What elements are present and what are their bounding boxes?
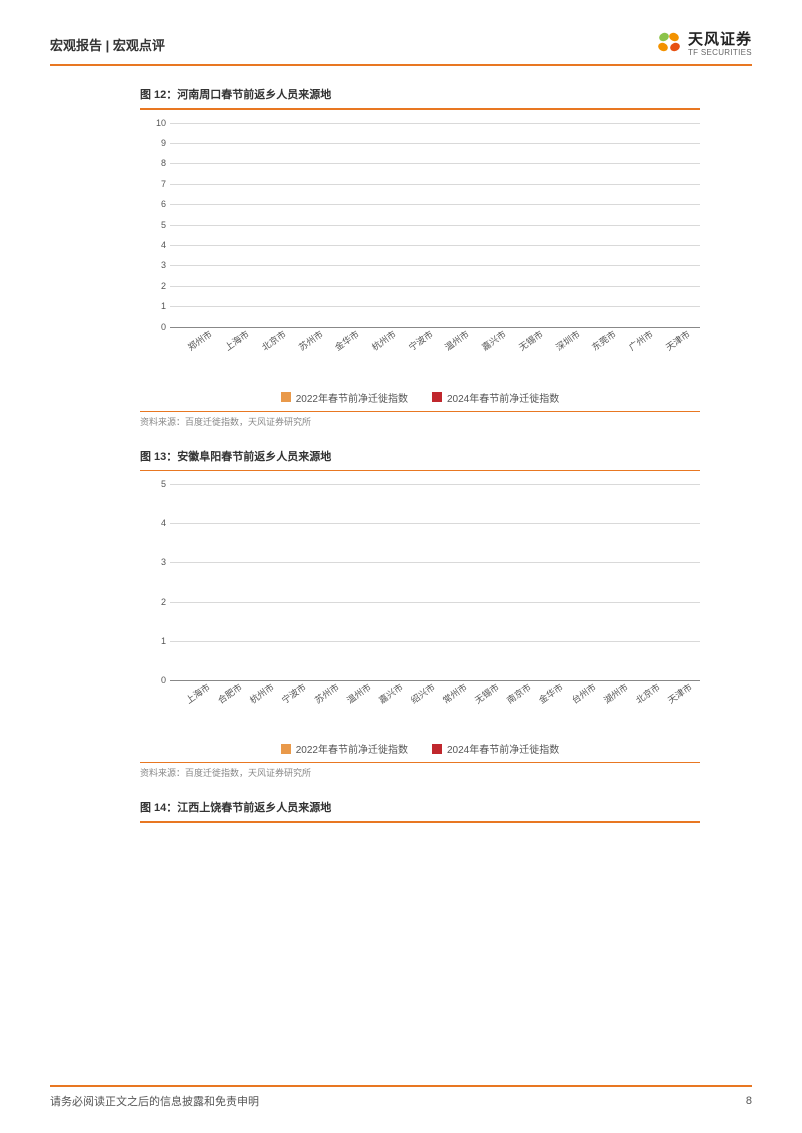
- figure-13: 图 13：安徽阜阳春节前返乡人员来源地 0 1 2 3 4 5 上海市合肥市杭州市宁波市苏州…: [140, 448, 700, 780]
- y-tick-label: 1: [146, 636, 166, 646]
- legend-label: 2022年春节前净迁徙指数: [296, 741, 408, 756]
- legend-item: 2024年春节前净迁徙指数: [432, 741, 559, 756]
- y-tick-label: 4: [146, 518, 166, 528]
- divider: [140, 470, 700, 472]
- logo-text-cn: 天风证券: [688, 32, 752, 47]
- page-number: 8: [746, 1095, 752, 1107]
- legend-label: 2024年春节前净迁徙指数: [447, 390, 559, 405]
- x-tick-label: 温州市: [442, 327, 472, 353]
- y-tick-label: 0: [146, 675, 166, 685]
- figure-14-title: 图 14：江西上饶春节前返乡人员来源地: [140, 799, 700, 815]
- x-tick-label: 苏州市: [311, 680, 341, 706]
- x-tick-label: 杭州市: [369, 327, 399, 353]
- legend-item: 2022年春节前净迁徙指数: [281, 741, 408, 756]
- legend-swatch: [432, 744, 442, 754]
- x-tick-label: 宁波市: [406, 327, 436, 353]
- x-tick-label: 嘉兴市: [479, 327, 509, 353]
- divider: [140, 411, 700, 412]
- x-tick-label: 嘉兴市: [376, 680, 406, 706]
- legend-label: 2022年春节前净迁徙指数: [296, 390, 408, 405]
- chart-12-legend: 2022年春节前净迁徙指数 2024年春节前净迁徙指数: [140, 390, 700, 405]
- legend-item: 2024年春节前净迁徙指数: [432, 390, 559, 405]
- report-category: 宏观报告 | 宏观点评: [50, 35, 165, 54]
- x-tick-label: 合肥市: [215, 680, 245, 706]
- x-tick-label: 台州市: [568, 680, 598, 706]
- y-tick-label: 8: [146, 158, 166, 168]
- x-tick-label: 天津市: [663, 327, 693, 353]
- x-tick-label: 天津市: [665, 680, 695, 706]
- legend-item: 2022年春节前净迁徙指数: [281, 390, 408, 405]
- x-tick-label: 南京市: [504, 680, 534, 706]
- logo-flower-icon: [654, 30, 684, 58]
- y-tick-label: 5: [146, 220, 166, 230]
- x-tick-label: 宁波市: [279, 680, 309, 706]
- x-tick-label: 金华市: [332, 327, 362, 353]
- x-tick-label: 温州市: [344, 680, 374, 706]
- chart-13-legend: 2022年春节前净迁徙指数 2024年春节前净迁徙指数: [140, 741, 700, 756]
- divider: [140, 762, 700, 763]
- x-tick-label: 上海市: [222, 327, 252, 353]
- x-tick-label: 上海市: [183, 680, 213, 706]
- disclaimer-text: 请务必阅读正文之后的信息披露和免责申明: [50, 1093, 259, 1109]
- chart-13-area: 0 1 2 3 4 5 上海市合肥市杭州市宁波市苏州市温州市嘉兴市绍兴市常州市无锡市南京市金…: [140, 479, 700, 739]
- chart-12-area: 0 1 2 3 4 5 6 7 8 9 10 郑州市上海市北京市苏州市金华市杭州市宁波市温州市嘉兴市无…: [140, 118, 700, 388]
- y-tick-label: 4: [146, 240, 166, 250]
- legend-swatch: [281, 392, 291, 402]
- y-tick-label: 7: [146, 179, 166, 189]
- x-tick-label: 北京市: [633, 680, 663, 706]
- y-tick-label: 10: [146, 118, 166, 128]
- figure-14: 图 14：江西上饶春节前返乡人员来源地: [140, 799, 700, 823]
- divider: [140, 821, 700, 823]
- page-header: 宏观报告 | 宏观点评 天风证券 TF SECURITIES: [50, 30, 752, 66]
- y-tick-label: 3: [146, 557, 166, 567]
- x-tick-label: 杭州市: [247, 680, 277, 706]
- x-tick-label: 苏州市: [295, 327, 325, 353]
- x-tick-label: 常州市: [440, 680, 470, 706]
- x-tick-label: 湖州市: [601, 680, 631, 706]
- y-tick-label: 5: [146, 479, 166, 489]
- legend-swatch: [281, 744, 291, 754]
- x-tick-label: 广州市: [626, 327, 656, 353]
- legend-label: 2024年春节前净迁徙指数: [447, 741, 559, 756]
- y-tick-label: 0: [146, 322, 166, 332]
- x-tick-label: 北京市: [259, 327, 289, 353]
- logo-text-en: TF SECURITIES: [688, 49, 752, 57]
- y-tick-label: 2: [146, 281, 166, 291]
- chart-12-source: 资料来源：百度迁徙指数，天风证券研究所: [140, 415, 700, 428]
- bars-container: 上海市合肥市杭州市宁波市苏州市温州市嘉兴市绍兴市常州市无锡市南京市金华市台州市湖…: [170, 484, 700, 680]
- chart-13-source: 资料来源：百度迁徙指数，天风证券研究所: [140, 766, 700, 779]
- legend-swatch: [432, 392, 442, 402]
- company-logo: 天风证券 TF SECURITIES: [654, 30, 752, 58]
- figure-12: 图 12：河南周口春节前返乡人员来源地 0 1 2 3 4 5 6 7 8 9 10 郑州市上海市北京…: [140, 86, 700, 428]
- page-footer: 请务必阅读正文之后的信息披露和免责申明 8: [50, 1085, 752, 1109]
- x-tick-label: 郑州市: [185, 327, 215, 353]
- y-tick-label: 2: [146, 597, 166, 607]
- divider: [140, 108, 700, 110]
- y-tick-label: 6: [146, 199, 166, 209]
- y-tick-label: 3: [146, 260, 166, 270]
- x-tick-label: 无锡市: [472, 680, 502, 706]
- y-tick-label: 9: [146, 138, 166, 148]
- figure-12-title: 图 12：河南周口春节前返乡人员来源地: [140, 86, 700, 102]
- x-tick-label: 金华市: [536, 680, 566, 706]
- bars-container: 郑州市上海市北京市苏州市金华市杭州市宁波市温州市嘉兴市无锡市深圳市东莞市广州市天…: [170, 123, 700, 327]
- x-tick-label: 无锡市: [516, 327, 546, 353]
- x-tick-label: 绍兴市: [408, 680, 438, 706]
- figure-13-title: 图 13：安徽阜阳春节前返乡人员来源地: [140, 448, 700, 464]
- x-tick-label: 东莞市: [589, 327, 619, 353]
- y-tick-label: 1: [146, 301, 166, 311]
- x-tick-label: 深圳市: [552, 327, 582, 353]
